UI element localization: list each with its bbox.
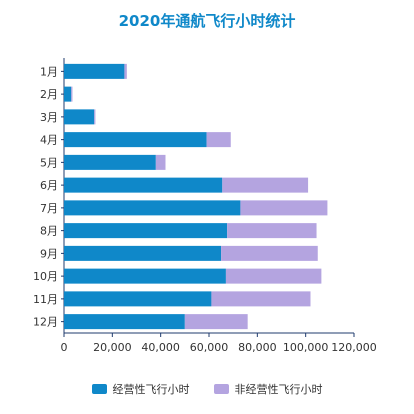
bar-operating-1 [64,63,125,79]
y-tick-label-2: 2月 [40,88,58,101]
x-tick-label-2: 40,000 [141,341,180,354]
x-tick-label-4: 80,000 [238,341,277,354]
legend-item-operating: 经营性飞行小时 [91,381,190,397]
bar-operating-3 [64,109,95,125]
legend-swatch-non-operating [213,384,229,394]
y-tick-label-1: 1月 [40,65,58,78]
x-tick-label-1: 20,000 [93,341,132,354]
bar-operating-8 [64,223,228,239]
y-tick-label-6: 6月 [40,179,58,192]
chart-legend: 经营性飞行小时 非经营性飞行小时 [0,381,414,397]
legend-item-non-operating: 非经营性飞行小时 [213,381,323,397]
y-tick-label-3: 3月 [40,111,58,124]
bar-non-operating-10 [225,268,322,284]
bar-non-operating-12 [184,314,248,330]
x-tick-label-6: 120,000 [331,341,377,354]
x-tick-label-5: 100,000 [283,341,329,354]
bar-operating-7 [64,200,241,216]
bar-non-operating-9 [221,245,318,261]
y-tick-label-8: 8月 [40,225,58,238]
legend-label-operating: 经营性飞行小时 [112,383,190,396]
bar-non-operating-7 [240,200,328,216]
bar-operating-11 [64,291,212,307]
bar-non-operating-11 [211,291,311,307]
bar-non-operating-3 [94,109,96,125]
bar-operating-6 [64,177,223,193]
bar-operating-2 [64,86,72,102]
bar-operating-9 [64,245,222,261]
bar-non-operating-4 [206,132,231,148]
bar-operating-10 [64,268,226,284]
legend-swatch-operating [91,384,107,394]
y-tick-label-12: 12月 [33,316,58,329]
bar-non-operating-8 [227,223,317,239]
bar-operating-12 [64,314,185,330]
bar-non-operating-6 [222,177,309,193]
y-tick-label-11: 11月 [33,293,58,306]
bar-operating-5 [64,154,156,170]
chart-title: 2020年通航飞行小时统计 [118,12,296,30]
x-tick-label-3: 60,000 [190,341,229,354]
legend-label-non-operating: 非经营性飞行小时 [234,383,323,396]
y-tick-label-7: 7月 [40,202,58,215]
bar-non-operating-2 [71,86,73,102]
y-tick-label-9: 9月 [40,247,58,260]
x-tick-label-0: 0 [61,341,68,354]
bar-non-operating-5 [155,154,166,170]
y-tick-label-10: 10月 [33,270,58,283]
bar-non-operating-1 [124,63,127,79]
y-tick-label-4: 4月 [40,134,58,147]
bar-operating-4 [64,132,207,148]
y-tick-label-5: 5月 [40,156,58,169]
